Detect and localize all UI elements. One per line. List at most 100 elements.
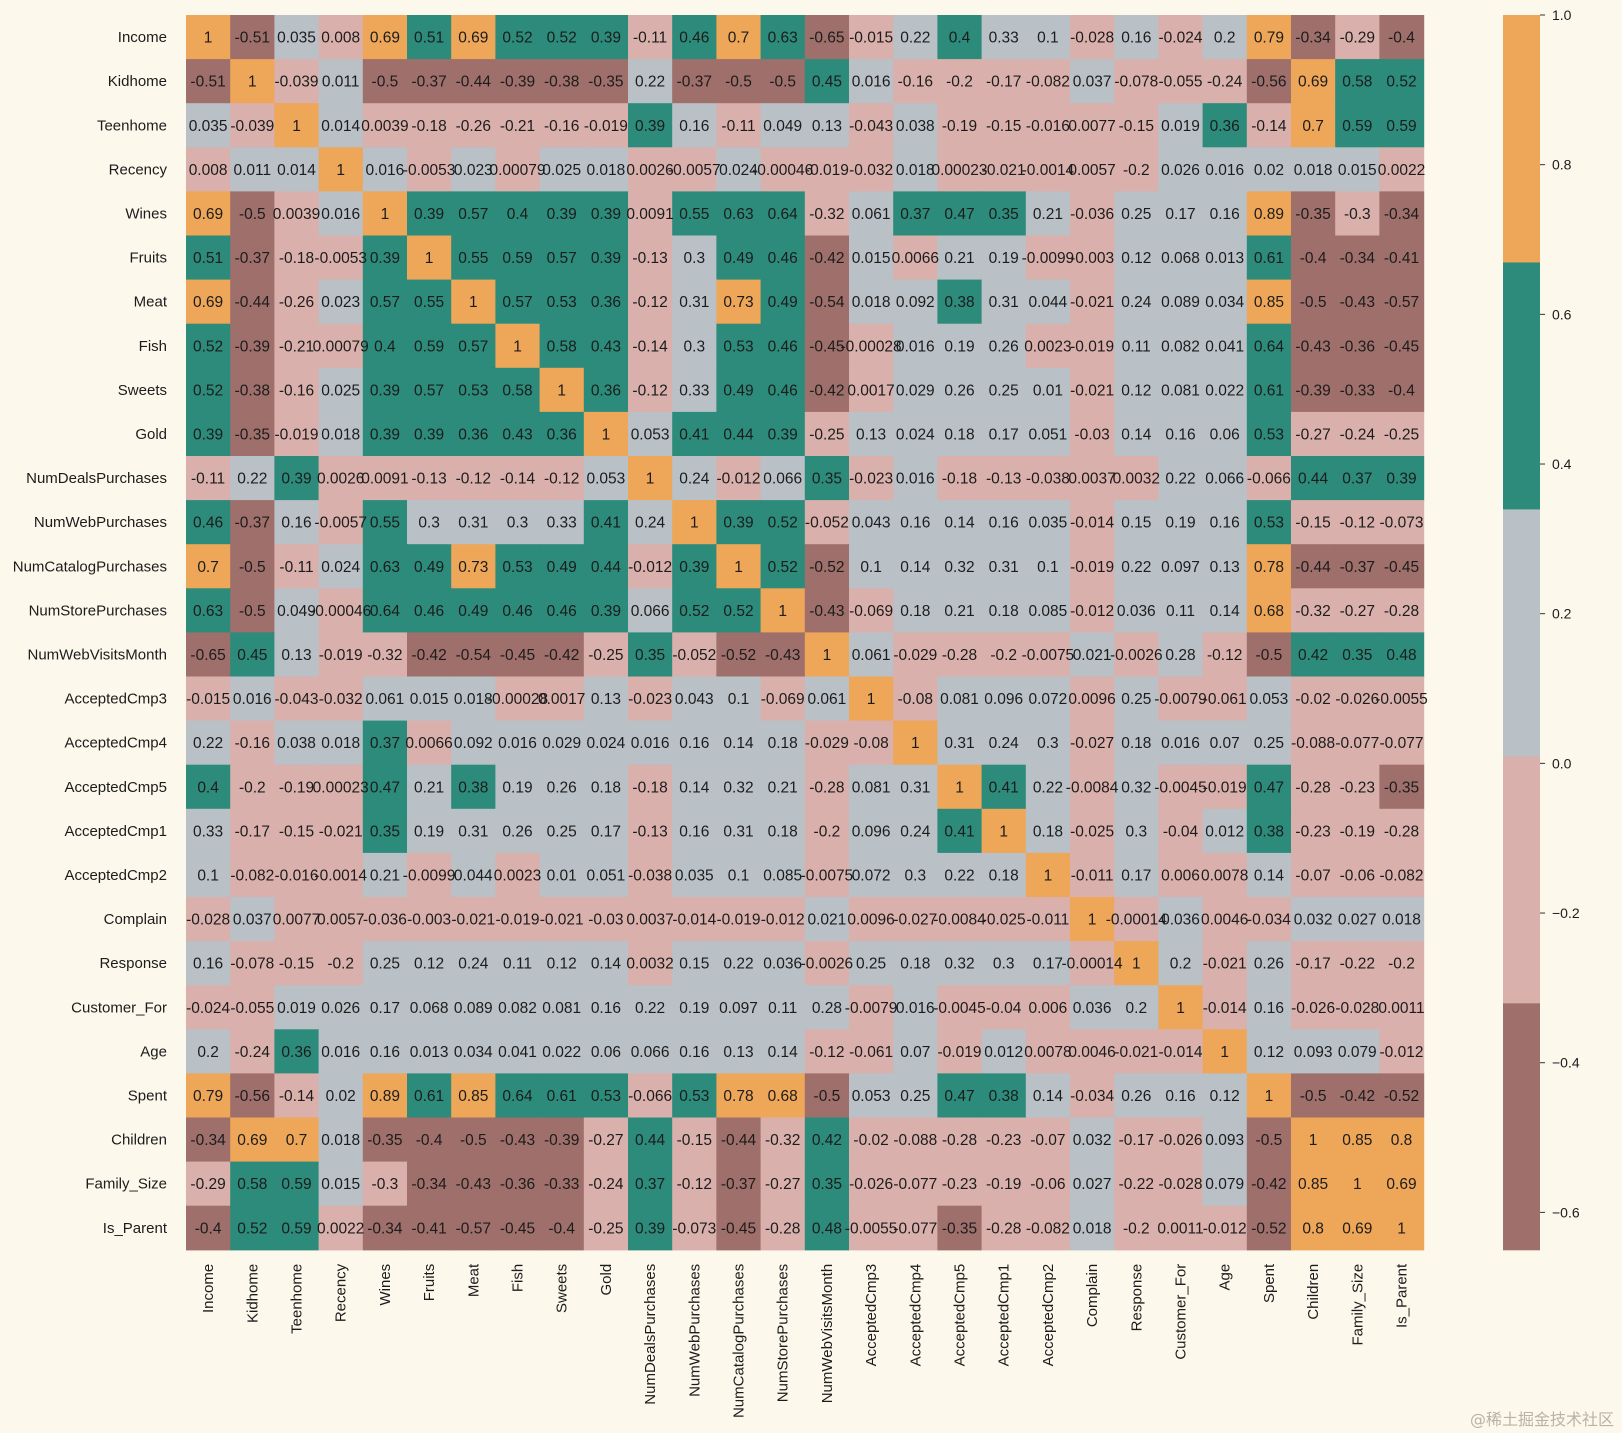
cell-annotation: 0.14 — [591, 956, 622, 973]
heatmap-cell-Meat-NumCatalogPurchases — [716, 279, 762, 325]
heatmap-cell-NumCatalogPurchases-Fruits — [407, 544, 452, 589]
heatmap-cell-Wines-Age — [1202, 191, 1248, 237]
heatmap-cell-AcceptedCmp3-AcceptedCmp4 — [893, 676, 938, 722]
heatmap-cell-Age-Fruits — [407, 1029, 452, 1074]
cell-annotation: 0.26 — [502, 823, 532, 840]
cell-annotation: 0.31 — [944, 735, 974, 752]
heatmap-cell-Fruits-NumWebPurchases — [672, 235, 717, 281]
cell-annotation: -0.0026 — [801, 956, 854, 973]
heatmap-cell-Sweets-Sweets — [539, 367, 585, 413]
cell-annotation: 0.8 — [1391, 1132, 1413, 1149]
colorbar-tick-label: 0.6 — [1552, 306, 1572, 322]
cell-annotation: 0.48 — [812, 1220, 842, 1237]
cell-annotation: 1 — [513, 338, 522, 355]
cell-annotation: 0.53 — [591, 1088, 621, 1105]
cell-annotation: 0.036 — [1161, 912, 1200, 929]
heatmap-cell-Gold-Complain — [1070, 411, 1115, 457]
cell-annotation: -0.077 — [1380, 735, 1424, 752]
heatmap-cell-Recency-NumWebVisitsMonth — [804, 147, 850, 192]
heatmap-cell-Teenhome-Meat — [451, 103, 496, 148]
heatmap-cell-Family_Size-NumDealsPurchases — [628, 1161, 673, 1207]
cell-annotation: 0.079 — [1338, 1044, 1377, 1061]
cell-annotation: 0.018 — [1073, 1220, 1112, 1237]
heatmap-cell-AcceptedCmp3-Wines — [362, 676, 408, 722]
heatmap-cell-Response-Fish — [495, 941, 541, 986]
cell-annotation: -0.012 — [1070, 603, 1114, 620]
heatmap-cell-NumWebPurchases-NumDealsPurchases — [628, 500, 673, 545]
cell-annotation: 0.59 — [502, 250, 532, 267]
heatmap-cell-AcceptedCmp1-Complain — [1070, 808, 1115, 854]
heatmap-cell-AcceptedCmp1-AcceptedCmp4 — [893, 808, 938, 854]
cell-annotation: 0.044 — [1029, 294, 1068, 311]
heatmap-cell-Age-NumCatalogPurchases — [716, 1029, 762, 1074]
heatmap-cell-Family_Size-Complain — [1070, 1161, 1115, 1207]
cell-annotation: 0.63 — [370, 559, 400, 576]
heatmap-cell-Spent-AcceptedCmp3 — [849, 1073, 894, 1119]
cell-annotation: -0.14 — [500, 471, 536, 488]
heatmap-cell-Income-NumCatalogPurchases — [716, 15, 762, 60]
cell-annotation: -0.15 — [1295, 515, 1330, 532]
heatmap-cell-AcceptedCmp4-Children — [1291, 720, 1336, 766]
cell-annotation: 1 — [1309, 1132, 1318, 1149]
heatmap-cell-Customer_For-Customer_For — [1158, 985, 1204, 1030]
cell-annotation: 0.64 — [502, 1088, 533, 1105]
cell-annotation: 0.46 — [502, 603, 532, 620]
cell-annotation: 0.44 — [723, 426, 754, 443]
cell-annotation: 0.021 — [808, 912, 847, 929]
heatmap-cell-NumWebVisitsMonth-Fruits — [407, 632, 452, 678]
heatmap-cell-Customer_For-Income — [186, 985, 231, 1030]
heatmap-cell-AcceptedCmp4-Meat — [451, 720, 496, 766]
cell-annotation: -0.12 — [632, 294, 667, 311]
cell-annotation: -0.5 — [1256, 1132, 1283, 1149]
cell-annotation: -0.043 — [275, 691, 319, 708]
heatmap-cell-AcceptedCmp4-NumWebPurchases — [672, 720, 717, 766]
cell-annotation: 0.52 — [768, 515, 798, 532]
x-tick-label: Fruits — [421, 1264, 438, 1302]
cell-annotation: 0.1 — [728, 691, 750, 708]
cell-annotation: -0.026 — [849, 1176, 893, 1193]
cell-annotation: 0.12 — [547, 956, 577, 973]
cell-annotation: -0.5 — [1300, 294, 1327, 311]
heatmap-cell-Complain-Gold — [583, 897, 629, 942]
cell-annotation: -0.15 — [677, 1132, 712, 1149]
cell-annotation: 0.55 — [414, 294, 444, 311]
heatmap-cell-Teenhome-Customer_For — [1158, 103, 1204, 148]
cell-annotation: 0.78 — [723, 1088, 753, 1105]
cell-annotation: -0.57 — [456, 1220, 491, 1237]
heatmap-cell-Response-Response — [1114, 941, 1159, 986]
heatmap-cell-NumCatalogPurchases-NumStorePurchases — [760, 544, 806, 589]
cell-annotation: 0.16 — [679, 1044, 709, 1061]
cell-annotation: -0.019 — [1070, 559, 1114, 576]
heatmap-cell-AcceptedCmp5-Age — [1202, 764, 1248, 810]
heatmap-cell-AcceptedCmp1-Family_Size — [1335, 808, 1380, 854]
cell-annotation: -0.11 — [279, 559, 313, 576]
cell-annotation: 0.39 — [370, 250, 400, 267]
heatmap-cell-Teenhome-Kidhome — [230, 103, 275, 148]
heatmap-cell-NumStorePurchases-NumCatalogPurchases — [716, 588, 762, 633]
heatmap-cell-Age-Wines — [362, 1029, 408, 1074]
heatmap-cell-Kidhome-Fish — [495, 59, 541, 104]
heatmap-cell-NumWebVisitsMonth-Age — [1202, 632, 1248, 678]
cell-annotation: 0.092 — [896, 294, 935, 311]
heatmap-cell-Recency-AcceptedCmp1 — [981, 147, 1027, 192]
heatmap-cell-Fish-Wines — [362, 323, 408, 369]
cell-annotation: 0.0017 — [847, 382, 894, 399]
cell-annotation: -0.5 — [1300, 1088, 1327, 1105]
cell-annotation: 0.096 — [984, 691, 1023, 708]
heatmap-cell-Response-Wines — [362, 941, 408, 986]
heatmap-cell-Complain-AcceptedCmp5 — [937, 897, 983, 942]
heatmap-cell-Complain-Family_Size — [1335, 897, 1380, 942]
cell-annotation: 0.0032 — [1113, 471, 1160, 488]
cell-annotation: -0.015 — [186, 691, 230, 708]
y-tick-label: Children — [111, 1132, 167, 1149]
cell-annotation: 0.3 — [1126, 823, 1148, 840]
cell-annotation: 0.061 — [366, 691, 405, 708]
heatmap-cell-Is_Parent-Spent — [1246, 1205, 1292, 1251]
heatmap-cell-Fruits-Customer_For — [1158, 235, 1204, 281]
cell-annotation: 1 — [557, 382, 566, 399]
heatmap-cell-AcceptedCmp3-Recency — [318, 676, 364, 722]
heatmap-cell-Response-AcceptedCmp1 — [981, 941, 1027, 986]
cell-annotation: 0.25 — [547, 823, 577, 840]
cell-annotation: 0.44 — [1298, 471, 1329, 488]
cell-annotation: -0.0075 — [1022, 647, 1075, 664]
